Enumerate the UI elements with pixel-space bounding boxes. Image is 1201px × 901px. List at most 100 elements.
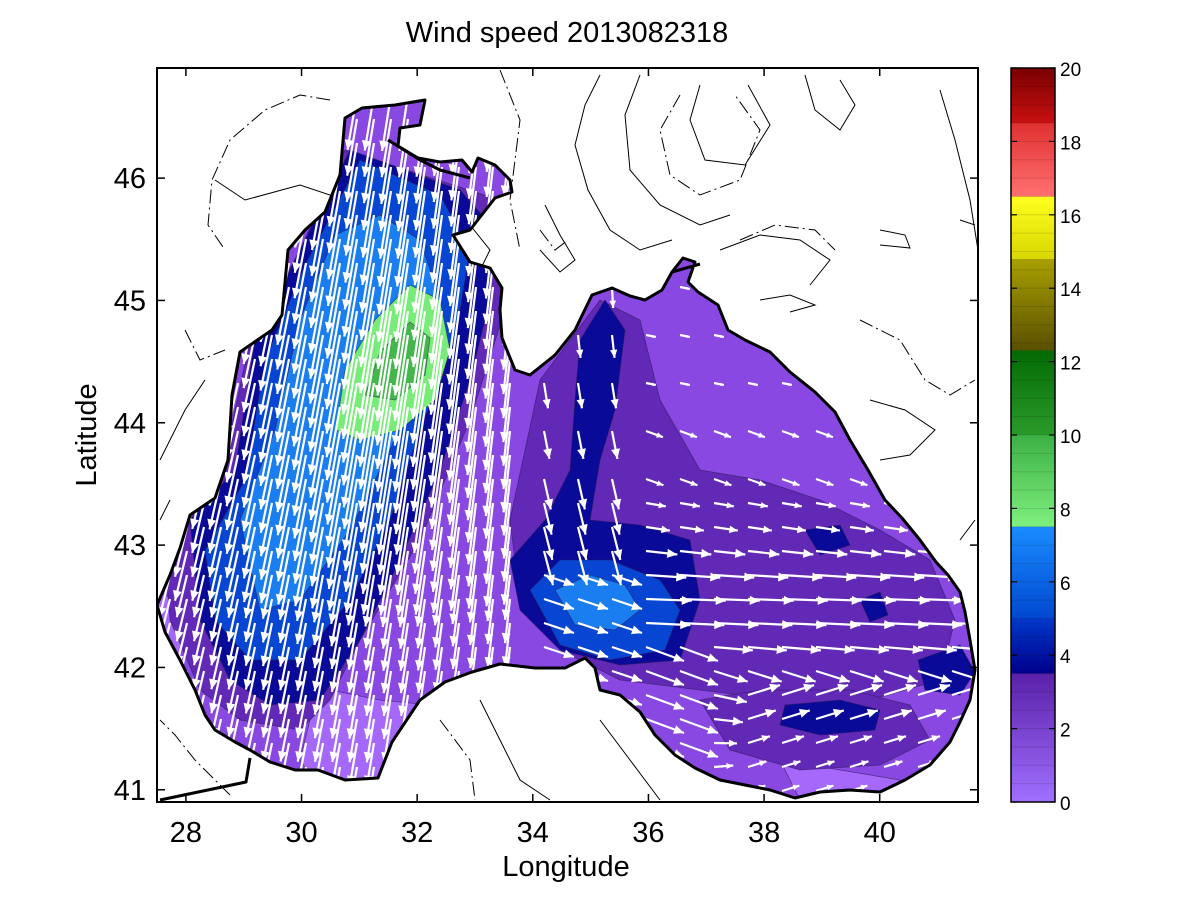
wind-arrow [224,454,240,507]
wind-arrow [312,718,325,763]
wind-arrow [344,142,359,203]
wind-arrow [357,358,376,444]
wind-arrow [645,477,664,487]
wind-arrow [374,310,393,396]
wind-arrow [309,526,325,587]
wind-arrow [883,760,903,769]
wind-arrow [645,333,657,339]
wind-arrow [849,669,884,683]
y-axis-label: Latitude [71,383,103,486]
wind-arrow [679,525,705,534]
wind-arrow [849,683,883,697]
colorbar-tick-label: 16 [1060,207,1081,228]
wind-arrow [224,430,240,483]
wind-arrow [951,669,975,683]
wind-arrow [278,694,291,738]
wind-arrow [258,358,274,415]
wind-arrow [357,286,376,367]
wind-arrow [275,454,291,513]
wind-arrow [392,430,410,514]
wind-arrow [747,548,780,558]
wind-arrow [611,669,643,683]
wind-arrow [393,238,410,315]
land-contour-line [959,219,976,226]
wind-arrow [291,382,308,447]
wind-arrow [209,646,223,690]
wind-arrow [781,683,815,697]
wind-arrow [260,622,274,667]
wind-arrow [781,760,801,769]
wind-arrow [679,477,698,487]
wind-arrow [307,406,325,476]
wind-arrow [747,683,781,697]
wind-arrow [951,683,975,697]
wind-arrow [243,694,257,738]
wind-arrow [645,572,687,582]
wind-arrow [397,622,410,671]
chart-title: Wind speed 2013082318 [406,17,728,49]
wind-arrow [376,238,393,315]
wind-arrow [883,645,923,655]
wind-arrow [329,718,342,763]
wind-arrow [324,454,342,525]
wind-arrow [542,502,554,535]
y-tick-label: 44 [114,408,146,440]
y-axis: 41 42 43 44 45 46 [114,163,978,807]
wind-arrow [243,670,257,714]
wind-arrow [917,645,957,655]
wind-arrow [849,501,870,509]
wind-arrow [341,262,359,337]
land-contour-line [959,519,976,541]
wind-arrow [361,118,376,177]
wind-arrow [258,526,274,580]
wind-arrow [363,694,376,740]
wind-arrow [307,382,325,452]
wind-arrow [379,574,393,628]
wind-arrow [917,709,947,721]
wind-arrow [323,334,342,410]
wind-arrow [747,572,789,582]
wind-arrow [260,694,274,738]
wind-arrow [398,670,410,717]
wind-arrow [308,238,325,303]
wind-arrow [576,526,589,561]
wind-arrow [341,454,359,529]
wind-arrow [815,477,834,487]
wind-arrow [357,406,376,490]
wind-arrow [274,430,291,490]
wind-arrow [277,598,291,644]
wind-arrow [363,646,376,694]
colorbar-tick-label: 20 [1060,60,1081,81]
wind-arrow [277,574,291,620]
wind-arrow [312,694,325,739]
land-contour-line [879,229,911,249]
wind-arrow [191,574,206,618]
land-contour-line [689,84,771,166]
wind-arrow [393,262,410,342]
wind-arrow [747,709,777,721]
wind-arrow [917,683,951,697]
plot-area [157,68,978,802]
wind-arrow [358,454,376,533]
wind-arrow [275,478,291,536]
wind-arrow [329,646,342,693]
wind-arrow [781,501,802,509]
wind-arrow [357,430,376,512]
wind-arrow [392,454,410,535]
wind-arrow [781,784,800,793]
colorbar-tick-label: 8 [1060,500,1071,521]
wind-arrow [679,572,721,582]
wind-arrow [226,574,240,618]
wind-arrow [341,430,359,508]
wind-arrow [226,670,240,714]
wind-arrow [610,430,620,460]
land-contour-line [719,234,831,286]
wind-arrow [377,166,393,232]
wind-arrow [543,573,575,587]
wind-arrow [274,358,291,419]
wind-arrow [849,709,879,721]
wind-arrow [359,214,376,286]
wind-arrow [849,572,891,582]
land-contour-line [184,329,226,361]
wind-arrow [309,214,325,277]
